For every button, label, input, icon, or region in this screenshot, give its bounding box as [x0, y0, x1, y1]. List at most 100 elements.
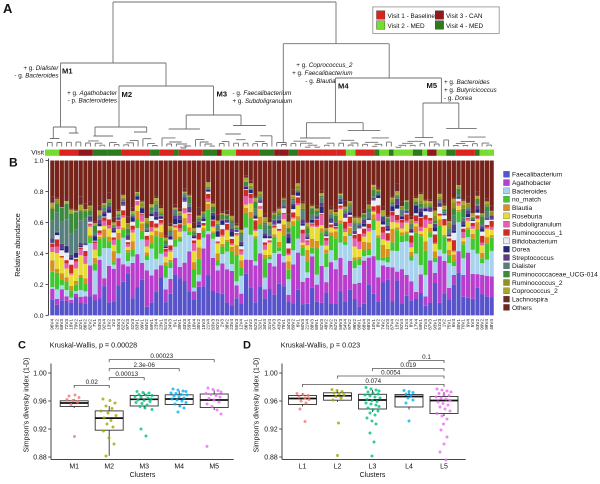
svg-text:Visit 1 - Baseline: Visit 1 - Baseline [388, 13, 436, 20]
svg-text:M3: M3 [217, 90, 228, 99]
svg-text:35V2: 35V2 [196, 319, 201, 330]
svg-text:12V4: 12V4 [404, 319, 409, 330]
svg-text:10V1: 10V1 [371, 319, 376, 330]
svg-text:53V2: 53V2 [475, 319, 480, 330]
svg-text:32V1: 32V1 [78, 319, 83, 330]
svg-text:92V4: 92V4 [102, 319, 107, 330]
svg-text:0.0: 0.0 [34, 313, 44, 320]
svg-text:Ruminococcus_1: Ruminococcus_1 [512, 230, 563, 237]
svg-text:18V1: 18V1 [69, 319, 74, 330]
svg-text:0.96: 0.96 [264, 398, 278, 405]
svg-text:Simpson's diversity index (1-D: Simpson's diversity index (1-D) [24, 358, 31, 453]
svg-text:M1: M1 [62, 67, 73, 76]
svg-text:Streptococcus: Streptococcus [512, 255, 554, 262]
svg-text:84V2: 84V2 [144, 319, 149, 330]
svg-text:Relative abundance: Relative abundance [13, 213, 22, 277]
svg-text:48V2: 48V2 [324, 319, 329, 330]
svg-text:29V2: 29V2 [328, 319, 333, 330]
svg-text:23V4: 23V4 [229, 319, 234, 330]
svg-text:2.3e-06: 2.3e-06 [134, 362, 156, 369]
svg-text:62V2: 62V2 [121, 319, 126, 330]
svg-text:55V3: 55V3 [234, 319, 239, 330]
svg-text:0.0054: 0.0054 [381, 369, 401, 376]
svg-text:99V4: 99V4 [484, 319, 489, 330]
svg-text:24V3: 24V3 [168, 319, 173, 330]
svg-text:Visit 4 - MED: Visit 4 - MED [446, 23, 484, 30]
svg-text:0.02: 0.02 [86, 379, 99, 386]
svg-text:+ g. Faecalibacterium: + g. Faecalibacterium [292, 70, 352, 77]
svg-text:- g. Dorea: - g. Dorea [444, 95, 473, 102]
svg-text:+ g. Dialister: + g. Dialister [23, 65, 59, 72]
svg-text:70V1: 70V1 [461, 319, 466, 330]
svg-text:86V1: 86V1 [243, 319, 248, 330]
svg-text:74V2: 74V2 [380, 319, 385, 330]
svg-text:92V4: 92V4 [399, 319, 404, 330]
svg-text:99V2: 99V2 [479, 319, 484, 330]
svg-text:83V1: 83V1 [135, 319, 140, 330]
svg-text:17V4: 17V4 [413, 319, 418, 330]
svg-text:8V1: 8V1 [295, 319, 300, 328]
svg-text:39V1: 39V1 [177, 319, 182, 330]
svg-text:62V3: 62V3 [253, 319, 258, 330]
svg-text:Clusters: Clusters [360, 472, 386, 479]
svg-text:89V1: 89V1 [314, 319, 319, 330]
svg-text:- g. Faecalibacterium: - g. Faecalibacterium [233, 90, 292, 97]
svg-text:68V4: 68V4 [361, 319, 366, 330]
svg-text:75V1: 75V1 [446, 319, 451, 330]
svg-text:Simpson's diversity index (1-D: Simpson's diversity index (1-D) [254, 358, 261, 453]
svg-text:Agathobacter: Agathobacter [512, 180, 552, 187]
svg-text:93V1: 93V1 [432, 319, 437, 330]
svg-text:- g. Bacteroides: - g. Bacteroides [14, 73, 59, 80]
svg-text:38V2: 38V2 [224, 319, 229, 330]
svg-text:32V1: 32V1 [257, 319, 262, 330]
svg-text:0.6: 0.6 [34, 220, 44, 227]
svg-text:1.00: 1.00 [264, 370, 278, 377]
svg-text:88V3: 88V3 [309, 319, 314, 330]
svg-text:L5: L5 [440, 464, 448, 471]
svg-text:9V4: 9V4 [465, 319, 470, 328]
svg-text:43V3: 43V3 [276, 319, 281, 330]
svg-text:54V4: 54V4 [343, 319, 348, 330]
svg-text:Blautia: Blautia [512, 205, 532, 212]
svg-text:C: C [18, 340, 26, 352]
svg-text:L2: L2 [334, 464, 342, 471]
svg-text:0.1: 0.1 [422, 354, 431, 361]
svg-text:69V1: 69V1 [149, 319, 154, 330]
svg-text:M2: M2 [122, 90, 133, 99]
svg-text:82V2: 82V2 [87, 319, 92, 330]
svg-text:99V1: 99V1 [139, 319, 144, 330]
svg-text:31V4: 31V4 [267, 319, 272, 330]
svg-text:43V3: 43V3 [182, 319, 187, 330]
svg-text:21V4: 21V4 [206, 319, 211, 330]
svg-text:48V4: 48V4 [489, 319, 494, 330]
svg-text:60V3: 60V3 [300, 319, 305, 330]
svg-text:Visit: Visit [31, 150, 44, 157]
svg-text:1V2: 1V2 [111, 319, 116, 328]
svg-text:15V3: 15V3 [201, 319, 206, 330]
svg-text:13V2: 13V2 [106, 319, 111, 330]
svg-text:5V3: 5V3 [470, 319, 475, 328]
svg-text:87V3: 87V3 [428, 319, 433, 330]
svg-text:+ g. Agathobacter: + g. Agathobacter [67, 90, 118, 97]
svg-text:Bacteroides: Bacteroides [512, 188, 548, 195]
svg-text:75V1: 75V1 [281, 319, 286, 330]
svg-text:7V1: 7V1 [92, 319, 97, 328]
svg-text:1V2: 1V2 [442, 319, 447, 328]
svg-text:0.00013: 0.00013 [115, 371, 138, 378]
svg-text:6V4: 6V4 [451, 319, 456, 328]
svg-text:0.88: 0.88 [264, 454, 278, 461]
svg-text:0.8: 0.8 [34, 189, 44, 196]
svg-text:M4: M4 [174, 464, 184, 471]
svg-text:M5: M5 [427, 81, 438, 90]
svg-text:97V3: 97V3 [272, 319, 277, 330]
svg-text:22V3: 22V3 [385, 319, 390, 330]
svg-text:45V1: 45V1 [456, 319, 461, 330]
svg-text:D: D [243, 340, 251, 352]
svg-text:L4: L4 [405, 464, 413, 471]
svg-text:+ g. Coprococcus_2: + g. Coprococcus_2 [296, 62, 353, 69]
svg-text:28V2: 28V2 [54, 319, 59, 330]
svg-text:51V4: 51V4 [163, 319, 168, 330]
svg-text:Lachnospira: Lachnospira [512, 297, 548, 304]
svg-text:Faecalibacterium: Faecalibacterium [512, 172, 563, 179]
svg-text:0.00023: 0.00023 [150, 353, 173, 360]
